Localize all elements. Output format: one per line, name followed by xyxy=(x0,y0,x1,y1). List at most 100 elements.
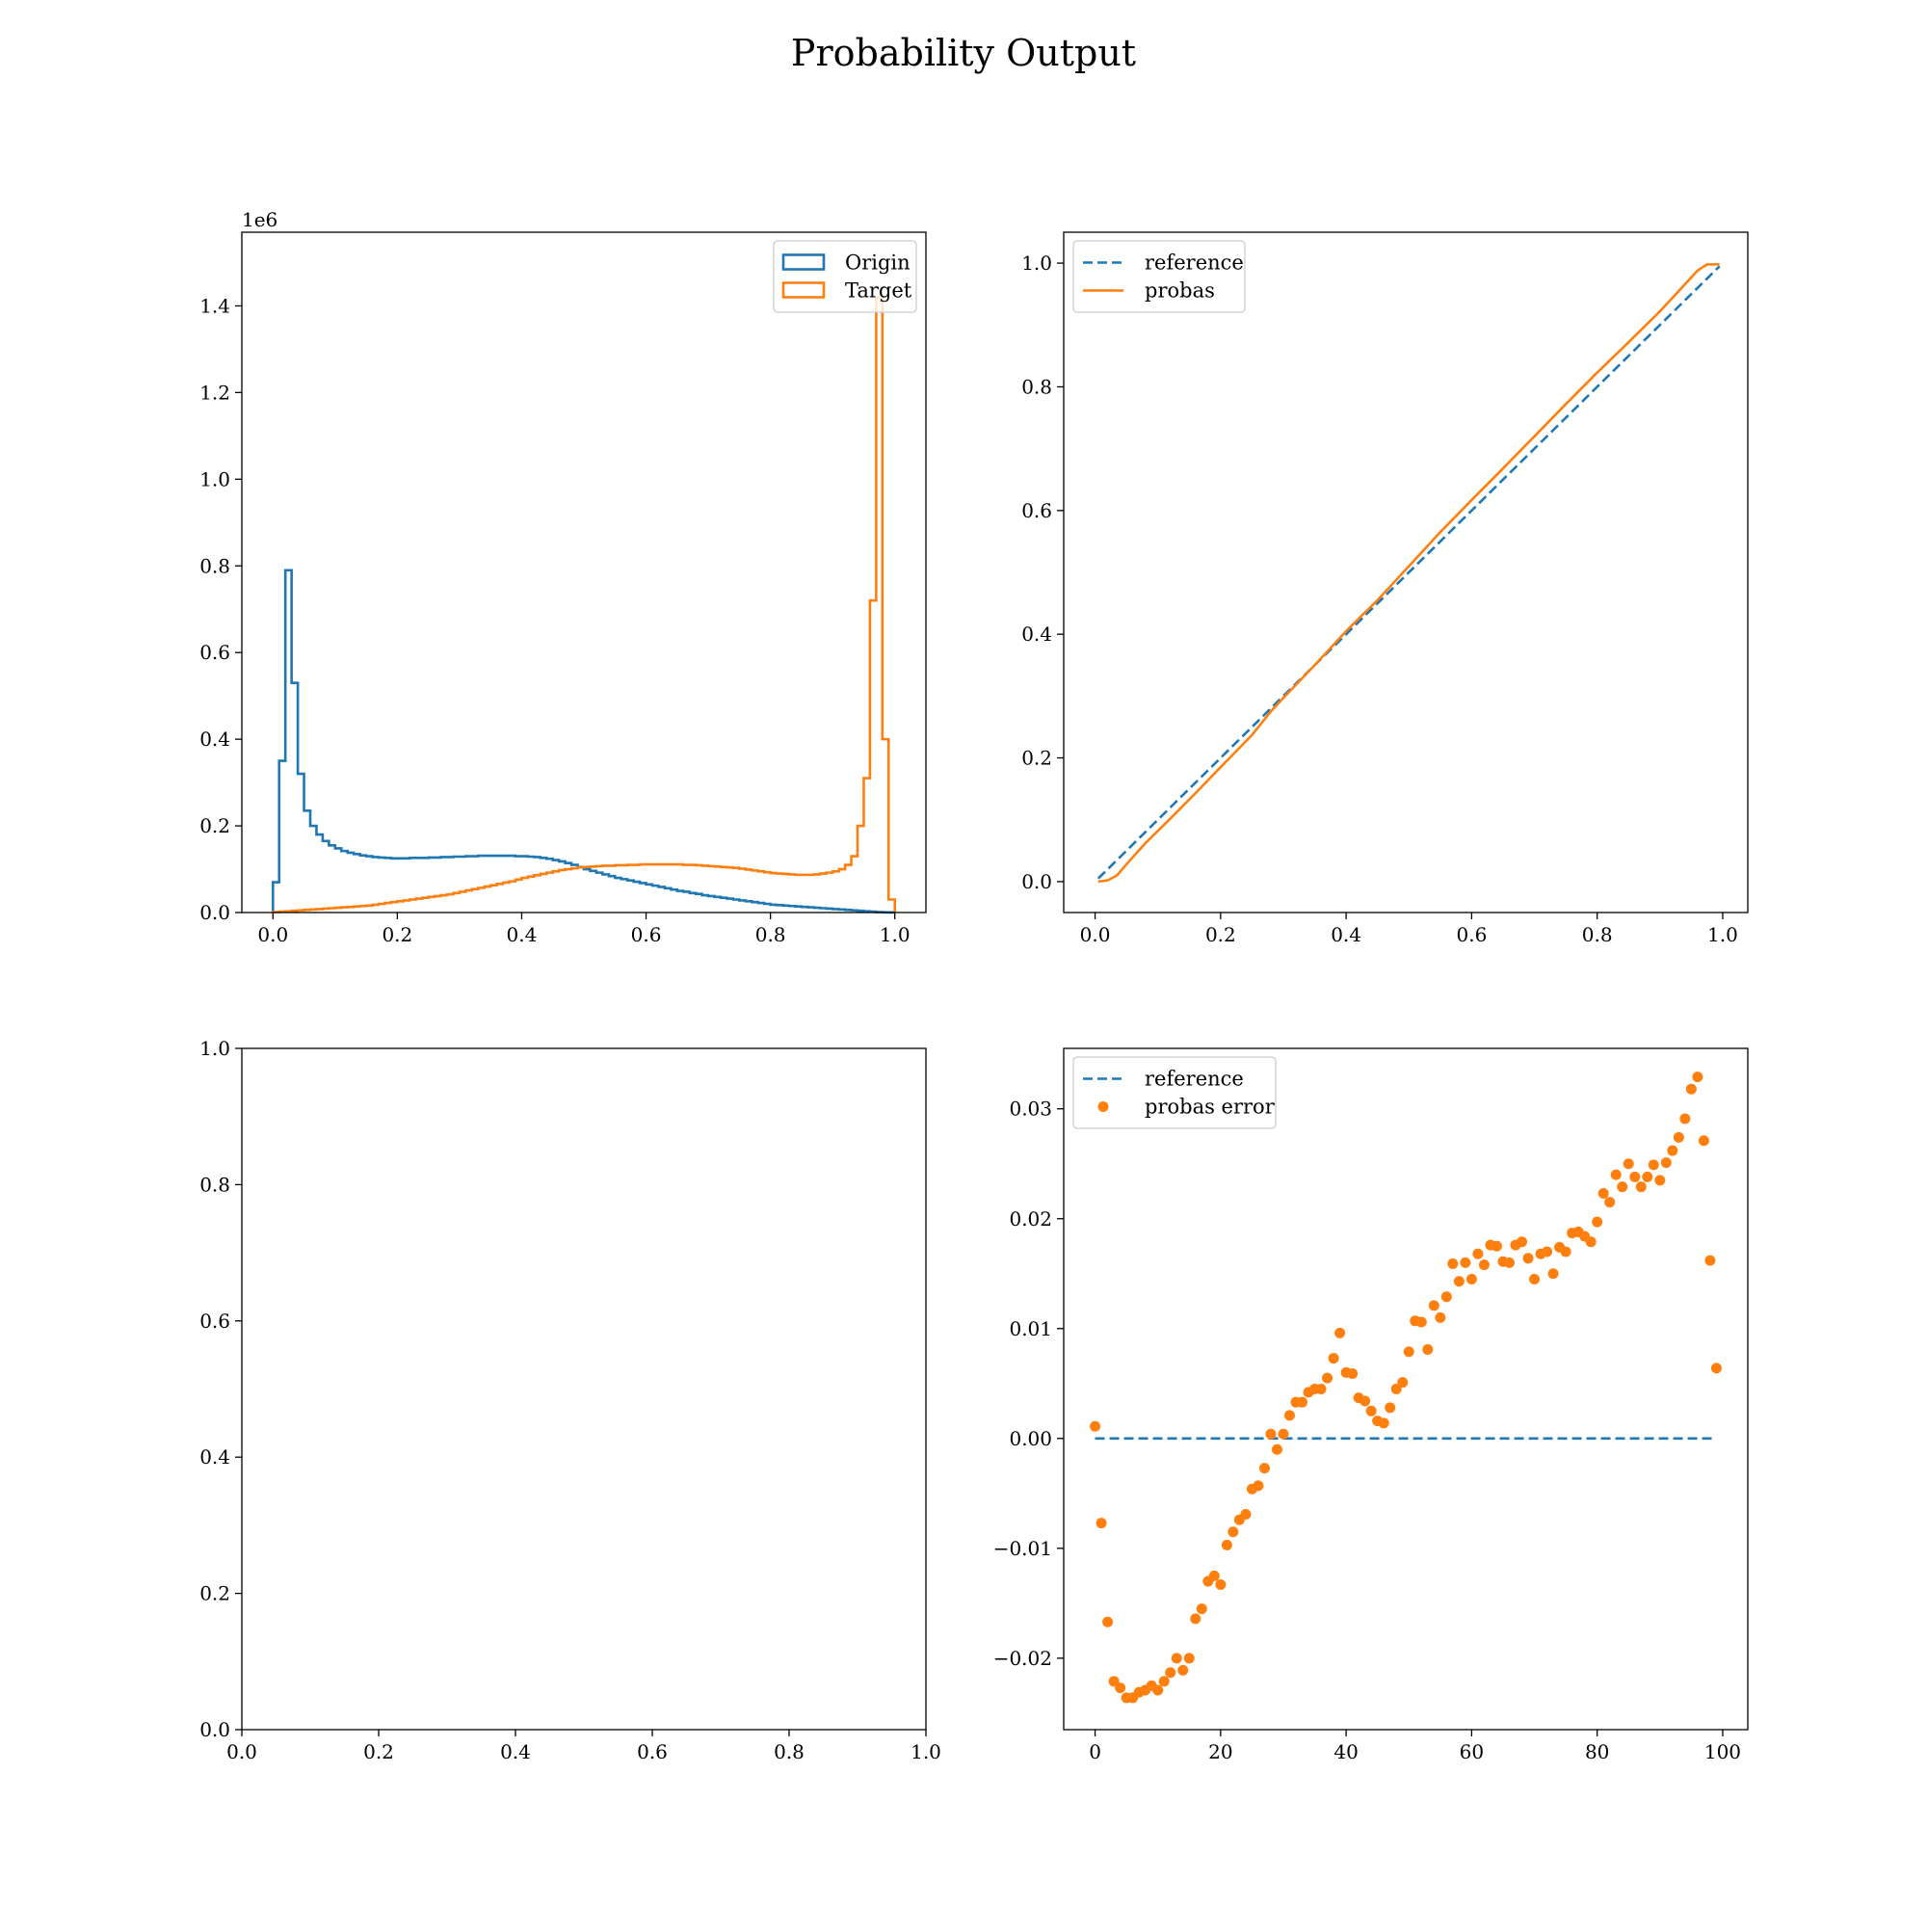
y-tick-label: 0.01 xyxy=(1009,1317,1052,1340)
axes-frame xyxy=(241,1047,927,1731)
probas-error-point xyxy=(1415,1316,1427,1328)
probas-error-point xyxy=(1158,1676,1170,1687)
y-tick-label: 0.8 xyxy=(1021,375,1052,398)
y-tick-label: 0.0 xyxy=(1021,870,1052,893)
x-tick-label: 0.6 xyxy=(1456,923,1487,946)
y-tick-label: 0.0 xyxy=(199,901,230,924)
probas-error-point xyxy=(1322,1372,1333,1384)
probas-error-point xyxy=(1478,1259,1490,1271)
y-tick-label: 1.0 xyxy=(199,467,230,490)
y-tick-label: 0.8 xyxy=(199,554,230,577)
x-tick-label: 20 xyxy=(1208,1740,1232,1763)
legend-swatch xyxy=(781,253,826,271)
probas-error-point xyxy=(1227,1526,1239,1538)
legend-label: probas xyxy=(1145,279,1215,303)
y-tick-label: 0.00 xyxy=(1009,1427,1052,1450)
y-tick-label: 1.4 xyxy=(199,294,230,317)
line-reference-series xyxy=(1096,265,1721,880)
legend-swatch xyxy=(781,281,826,299)
y-tick-label: −0.02 xyxy=(993,1647,1052,1670)
probas-error-point xyxy=(1315,1384,1327,1394)
hist-target-series xyxy=(271,296,897,913)
probas-error-point xyxy=(1215,1578,1227,1590)
probas-error-point xyxy=(1604,1197,1616,1208)
x-tick-label: 0.8 xyxy=(755,923,786,946)
legend-marker xyxy=(1097,1101,1109,1112)
axes-scatter: 0 20 40 60 80 100 −0.02 −0.01 0.00 0.01 0.02 0.03 re… xyxy=(993,1047,1749,1763)
probas-error-point xyxy=(1422,1343,1434,1355)
axes-frame xyxy=(241,231,927,913)
axes-line: 0.0 0.2 0.4 0.6 0.8 1.0 0.0 0.2 0.4 0.6 0.8 1.0 refe… xyxy=(1021,231,1749,946)
probas-error-point xyxy=(1359,1395,1371,1407)
probas-error-point xyxy=(1529,1273,1541,1284)
probas-error-point xyxy=(1710,1363,1722,1374)
probas-error-point xyxy=(1623,1158,1634,1170)
probas-error-point xyxy=(1517,1236,1528,1248)
probas-error-point xyxy=(1278,1428,1289,1440)
legend-label: reference xyxy=(1145,251,1244,275)
probas-error-point xyxy=(1679,1113,1691,1125)
probas-error-point xyxy=(1152,1684,1164,1696)
probas-error-point xyxy=(1692,1072,1703,1083)
x-tick-label: 0.4 xyxy=(500,1740,531,1763)
x-tick-label: 0.8 xyxy=(774,1740,805,1763)
probas-error-point xyxy=(1704,1255,1716,1266)
x-tick-label: 0.2 xyxy=(382,923,412,946)
legend-label: probas error xyxy=(1145,1096,1276,1119)
legend-label: reference xyxy=(1145,1068,1244,1091)
y-tick-label: 0.2 xyxy=(199,814,230,837)
probas-error-point xyxy=(1547,1268,1559,1280)
probas-error-point xyxy=(1095,1518,1107,1529)
x-tick-label: 80 xyxy=(1585,1740,1609,1763)
y-offset-label: 1e6 xyxy=(242,208,277,231)
y-tick-label: 1.0 xyxy=(199,1037,230,1060)
probas-error-point xyxy=(1297,1396,1308,1408)
probas-error-point xyxy=(1347,1368,1359,1380)
y-tick-label: 0.03 xyxy=(1009,1098,1052,1121)
axes-frame xyxy=(1063,1047,1749,1731)
probas-error-point xyxy=(1522,1253,1534,1264)
probas-error-point xyxy=(1660,1157,1672,1169)
y-tick-label: 0.4 xyxy=(1021,622,1052,646)
probas-error-point xyxy=(1654,1175,1666,1186)
probas-error-point xyxy=(1283,1410,1295,1421)
x-tick-label: 0.4 xyxy=(507,923,538,946)
legend-label: Target xyxy=(845,279,912,303)
probas-error-point xyxy=(1685,1083,1697,1095)
probas-error-point xyxy=(1648,1159,1659,1171)
probas-error-point xyxy=(1390,1384,1402,1394)
probas-error-point xyxy=(1090,1420,1101,1432)
axes-histogram: 0.0 0.2 0.4 0.6 0.8 1.0 0.0 0.2 0.4 0.6 0.8 1.0 1.2 1… xyxy=(199,208,927,946)
probas-error-point xyxy=(1102,1616,1114,1628)
probas-error-point xyxy=(1258,1463,1270,1474)
probas-error-point xyxy=(1265,1428,1277,1440)
probas-error-point xyxy=(1673,1131,1684,1143)
x-tick-label: 0.8 xyxy=(1582,923,1613,946)
x-tick-label: 0 xyxy=(1089,1740,1101,1763)
y-tick-label: 0.8 xyxy=(199,1173,230,1196)
y-tick-label: 1.2 xyxy=(199,381,230,404)
probas-error-point xyxy=(1378,1417,1389,1429)
probas-error-point xyxy=(1240,1508,1252,1520)
x-tick-label: 0.0 xyxy=(226,1740,257,1763)
probas-error-point xyxy=(1642,1171,1653,1182)
y-tick-label: 0.02 xyxy=(1009,1207,1052,1231)
probas-error-point xyxy=(1491,1240,1502,1252)
legend: reference probas error xyxy=(1072,1056,1277,1129)
probas-error-point xyxy=(1503,1257,1515,1268)
probas-error-point xyxy=(1177,1664,1189,1676)
probas-error-point xyxy=(1334,1327,1346,1338)
probas-error-point xyxy=(1592,1216,1603,1228)
probas-error-point xyxy=(1698,1135,1709,1147)
probas-error-point xyxy=(1253,1480,1264,1492)
legend-label: Origin xyxy=(845,251,911,275)
x-tick-label: 0.0 xyxy=(1080,923,1111,946)
probas-error-point xyxy=(1629,1171,1641,1182)
legend-box xyxy=(773,240,917,313)
probas-error-point xyxy=(1447,1258,1459,1270)
legend-box xyxy=(1072,240,1246,313)
x-tick-label: 1.0 xyxy=(911,1740,941,1763)
probas-error-point xyxy=(1196,1603,1207,1615)
y-tick-label: 0.6 xyxy=(199,641,230,664)
